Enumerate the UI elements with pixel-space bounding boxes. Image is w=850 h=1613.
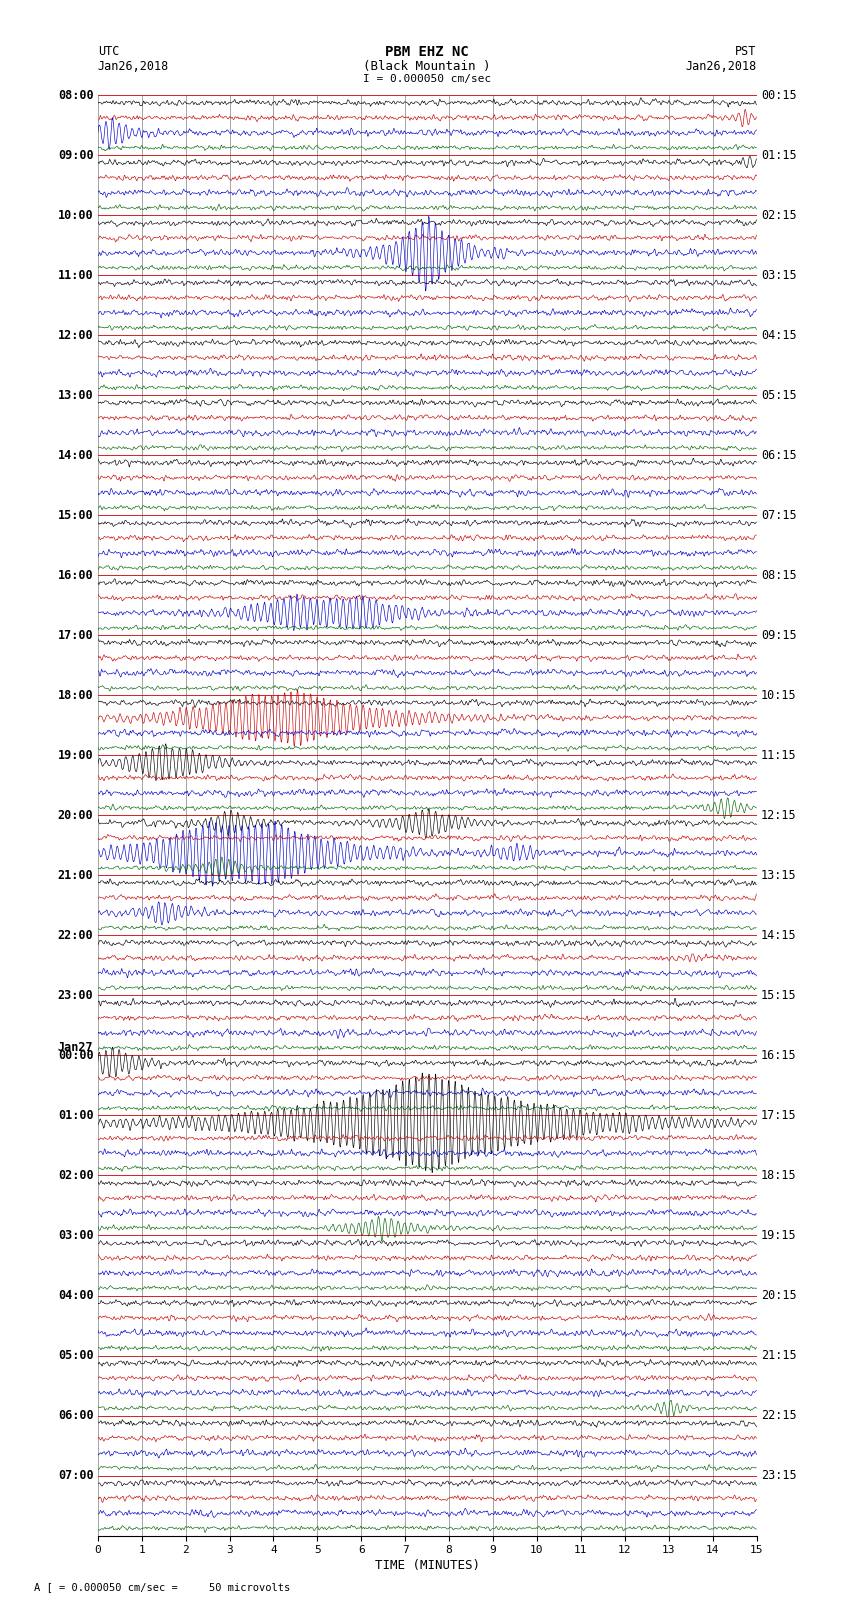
Text: 03:15: 03:15 [761,269,796,282]
Text: UTC: UTC [98,45,119,58]
Text: 17:00: 17:00 [58,629,94,642]
Text: 09:15: 09:15 [761,629,796,642]
Text: 10:15: 10:15 [761,689,796,702]
Text: 12:00: 12:00 [58,329,94,342]
Text: PST: PST [735,45,756,58]
Text: I = 0.000050 cm/sec: I = 0.000050 cm/sec [363,74,491,84]
Text: 00:15: 00:15 [761,89,796,102]
Text: 11:00: 11:00 [58,269,94,282]
Text: 15:15: 15:15 [761,989,796,1002]
Text: 22:00: 22:00 [58,929,94,942]
Text: 11:15: 11:15 [761,748,796,761]
Text: 01:15: 01:15 [761,148,796,161]
Text: 03:00: 03:00 [58,1229,94,1242]
Text: 05:15: 05:15 [761,389,796,402]
Text: 01:00: 01:00 [58,1110,94,1123]
Text: Jan26,2018: Jan26,2018 [98,60,169,73]
Text: 02:00: 02:00 [58,1169,94,1182]
Text: 02:15: 02:15 [761,208,796,221]
Text: 07:00: 07:00 [58,1469,94,1482]
Text: 13:00: 13:00 [58,389,94,402]
Text: 10:00: 10:00 [58,208,94,221]
Text: A [ = 0.000050 cm/sec =     50 microvolts: A [ = 0.000050 cm/sec = 50 microvolts [34,1582,290,1592]
X-axis label: TIME (MINUTES): TIME (MINUTES) [375,1560,479,1573]
Text: 23:00: 23:00 [58,989,94,1002]
Text: 14:00: 14:00 [58,448,94,461]
Text: PBM EHZ NC: PBM EHZ NC [385,45,469,58]
Text: (Black Mountain ): (Black Mountain ) [364,60,491,73]
Text: 09:00: 09:00 [58,148,94,161]
Text: 04:00: 04:00 [58,1289,94,1302]
Text: 06:00: 06:00 [58,1410,94,1423]
Text: 08:15: 08:15 [761,569,796,582]
Text: Jan27: Jan27 [58,1042,94,1055]
Text: 08:00: 08:00 [58,89,94,102]
Text: 21:00: 21:00 [58,869,94,882]
Text: 00:00: 00:00 [58,1048,94,1061]
Text: 15:00: 15:00 [58,508,94,521]
Text: 18:00: 18:00 [58,689,94,702]
Text: 16:00: 16:00 [58,569,94,582]
Text: 19:15: 19:15 [761,1229,796,1242]
Text: 21:15: 21:15 [761,1348,796,1361]
Text: 12:15: 12:15 [761,808,796,823]
Text: 18:15: 18:15 [761,1169,796,1182]
Text: 19:00: 19:00 [58,748,94,761]
Text: Jan26,2018: Jan26,2018 [685,60,756,73]
Text: 04:15: 04:15 [761,329,796,342]
Text: 22:15: 22:15 [761,1410,796,1423]
Text: 14:15: 14:15 [761,929,796,942]
Text: 17:15: 17:15 [761,1110,796,1123]
Text: 23:15: 23:15 [761,1469,796,1482]
Text: 16:15: 16:15 [761,1048,796,1061]
Text: 07:15: 07:15 [761,508,796,521]
Text: 05:00: 05:00 [58,1348,94,1361]
Text: 06:15: 06:15 [761,448,796,461]
Text: 20:15: 20:15 [761,1289,796,1302]
Text: 20:00: 20:00 [58,808,94,823]
Text: 13:15: 13:15 [761,869,796,882]
